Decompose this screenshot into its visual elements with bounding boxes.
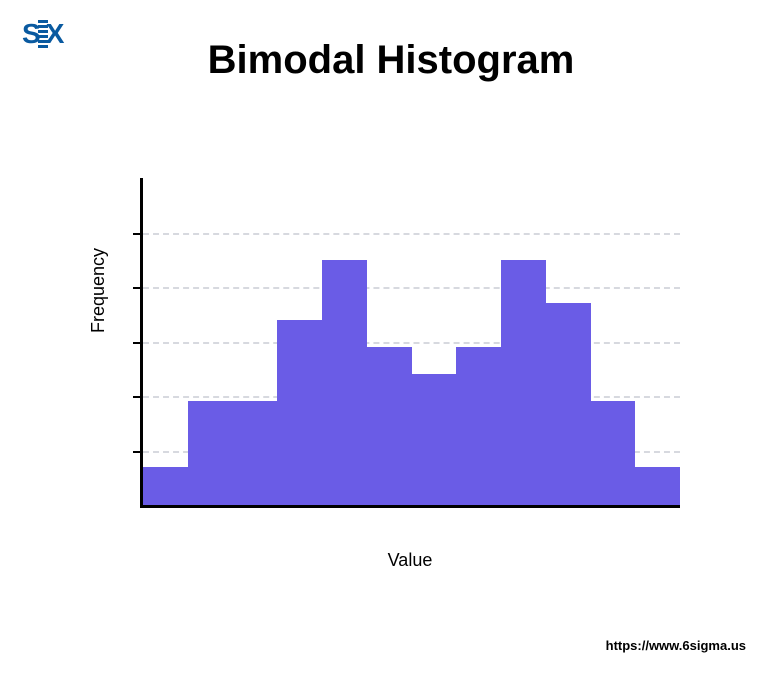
y-tick	[133, 287, 140, 289]
y-tick	[133, 233, 140, 235]
histogram-bars	[143, 178, 680, 505]
histogram-bar	[456, 347, 501, 505]
histogram-bar	[143, 467, 188, 505]
histogram-bar	[635, 467, 680, 505]
histogram-bar	[546, 303, 591, 505]
page-title: Bimodal Histogram	[0, 38, 782, 83]
x-axis	[140, 505, 680, 508]
y-tick	[133, 342, 140, 344]
histogram-bar	[277, 320, 322, 505]
y-axis-label: Frequency	[88, 248, 109, 333]
y-axis	[140, 178, 143, 508]
histogram-bar	[501, 260, 546, 505]
x-axis-label: Value	[140, 550, 680, 571]
y-tick	[133, 451, 140, 453]
histogram-bar	[188, 401, 233, 505]
histogram-bar	[322, 260, 367, 505]
histogram-chart	[140, 178, 680, 508]
histogram-bar	[233, 401, 278, 505]
histogram-bar	[412, 374, 457, 505]
source-url: https://www.6sigma.us	[606, 638, 746, 653]
y-tick	[133, 396, 140, 398]
histogram-bar	[591, 401, 636, 505]
histogram-bar	[367, 347, 412, 505]
